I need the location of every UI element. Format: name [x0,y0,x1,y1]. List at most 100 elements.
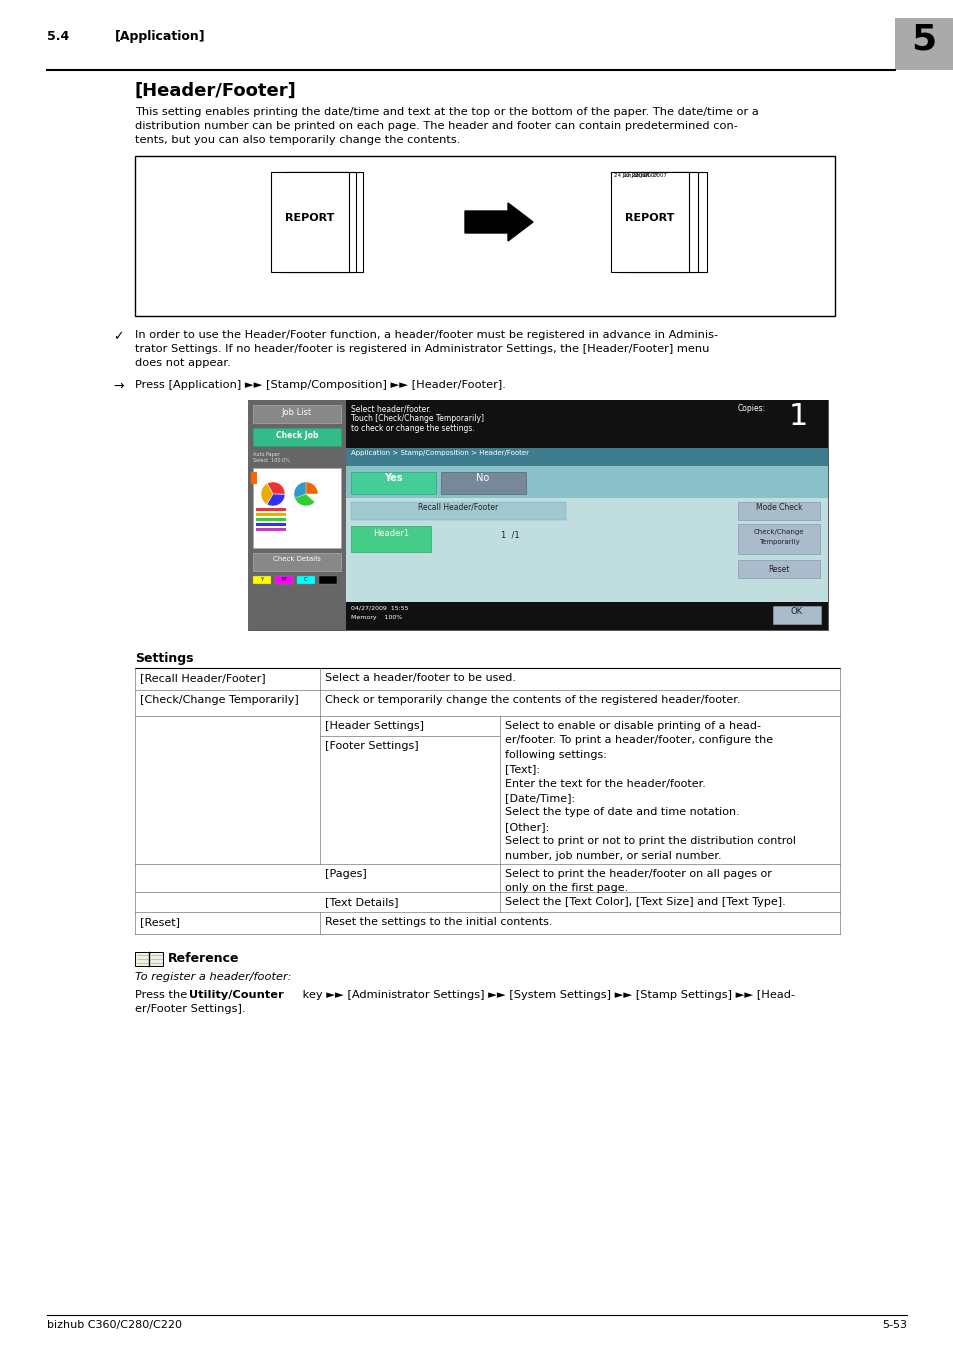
Bar [255,513,286,516]
Text: Yes: Yes [383,472,402,483]
Bar [894,18,953,70]
Text: Select to print the header/footer on all pages or
only on the first page.: Select to print the header/footer on all… [504,869,771,894]
Wedge shape [267,482,285,494]
Text: 5: 5 [910,22,936,55]
Text: [Application]: [Application] [115,30,206,43]
Text: Touch [Check/Change Temporarily]: Touch [Check/Change Temporarily] [351,414,483,423]
Text: 1  /1: 1 /1 [500,531,519,540]
Text: Select to enable or disable printing of a head-
er/footer. To print a header/foo: Select to enable or disable printing of … [504,721,795,860]
Text: tents, but you can also temporarily change the contents.: tents, but you can also temporarily chan… [135,135,460,144]
Bar [738,560,820,578]
Text: Check Job: Check Job [275,431,318,440]
Bar [253,576,271,585]
Text: [Text Details]: [Text Details] [325,896,398,907]
Text: [Header Settings]: [Header Settings] [325,721,423,730]
Text: trator Settings. If no header/footer is registered in Administrator Settings, th: trator Settings. If no header/footer is … [135,344,709,354]
Wedge shape [294,494,314,506]
Text: Auto Paper
Select  100.0%: Auto Paper Select 100.0% [253,452,290,463]
Wedge shape [261,483,273,504]
Bar [285,171,363,271]
Text: 5-53: 5-53 [882,1320,906,1330]
Text: [Check/Change Temporarily]: [Check/Change Temporarily] [140,695,298,705]
Bar [255,522,286,526]
Text: [Recall Header/Footer]: [Recall Header/Footer] [140,674,265,683]
Bar [351,472,436,494]
Wedge shape [300,482,317,494]
Bar [277,171,355,271]
Text: REPORT: REPORT [624,213,674,223]
Text: to check or change the settings.: to check or change the settings. [351,424,475,433]
Bar [738,502,820,520]
Text: key ►► [Administrator Settings] ►► [System Settings] ►► [Stamp Settings] ►► [Hea: key ►► [Administrator Settings] ►► [Syst… [298,990,794,1000]
Text: REPORT: REPORT [285,213,335,223]
Bar [255,518,286,521]
Text: Select the [Text Color], [Text Size] and [Text Type].: Select the [Text Color], [Text Size] and… [504,896,785,907]
Text: [Footer Settings]: [Footer Settings] [325,741,418,751]
Bar [346,602,827,630]
Text: Copies:: Copies: [738,404,765,413]
Bar [318,576,336,585]
Text: M: M [281,576,286,582]
Text: Settings: Settings [135,652,193,666]
Bar [351,526,431,552]
Text: Check Details: Check Details [273,556,320,562]
Text: distribution number can be printed on each page. The header and footer can conta: distribution number can be printed on ea… [135,122,737,131]
Bar [738,524,820,554]
Bar [253,428,340,446]
Text: Memory    100%: Memory 100% [351,616,402,620]
Wedge shape [267,494,285,506]
Text: OK: OK [790,606,802,616]
Text: Job List: Job List [281,408,312,417]
Bar [440,472,525,494]
Text: Press the: Press the [135,990,191,1000]
Text: Recall Header/Footer: Recall Header/Footer [417,502,497,512]
Text: Reset: Reset [767,566,789,574]
Bar [251,472,256,485]
Bar [628,171,706,271]
Text: This setting enables printing the date/time and text at the top or the bottom of: This setting enables printing the date/t… [135,107,758,117]
Text: Utility/Counter: Utility/Counter [189,990,283,1000]
Text: 23 Jan. 2007: 23 Jan. 2007 [631,173,666,178]
Text: Select header/footer.: Select header/footer. [351,404,431,413]
Bar [248,400,827,630]
Text: Press [Application] ►► [Stamp/Composition] ►► [Header/Footer].: Press [Application] ►► [Stamp/Compositio… [135,379,505,390]
Text: K: K [326,576,330,582]
Text: 24 Jan. 2007: 24 Jan. 2007 [614,173,648,178]
Bar [346,466,827,602]
Text: Y: Y [260,576,263,582]
Text: [Header/Footer]: [Header/Footer] [135,82,296,100]
Text: ✓: ✓ [112,329,123,343]
Text: Mode Check: Mode Check [755,502,801,512]
Wedge shape [294,482,306,500]
Text: [Pages]: [Pages] [325,869,366,879]
Text: Check or temporarily change the contents of the registered header/footer.: Check or temporarily change the contents… [325,695,740,705]
Text: Reset the settings to the initial contents.: Reset the settings to the initial conten… [325,917,552,927]
Text: bizhub C360/C280/C220: bizhub C360/C280/C220 [47,1320,182,1330]
Text: er/Footer Settings].: er/Footer Settings]. [135,1004,245,1014]
Bar [296,576,314,585]
Bar [346,400,827,448]
Text: Select a header/footer to be used.: Select a header/footer to be used. [325,674,516,683]
Bar [351,502,565,520]
Text: 04/27/2009  15:55: 04/27/2009 15:55 [351,605,408,610]
Bar [346,498,827,602]
Text: Application > Stamp/Composition > Header/Footer: Application > Stamp/Composition > Header… [351,450,529,456]
Text: 5.4: 5.4 [47,30,70,43]
Bar [149,952,163,967]
Text: 23 Jan. 2007: 23 Jan. 2007 [622,173,658,178]
Text: C: C [304,576,308,582]
Text: To register a header/footer:: To register a header/footer: [135,972,292,981]
Text: Temporarily: Temporarily [758,539,799,545]
Bar [135,157,834,316]
Text: 1: 1 [788,402,807,431]
Bar [271,171,349,271]
Text: [Reset]: [Reset] [140,917,180,927]
Bar [253,405,340,423]
Bar [255,528,286,531]
Text: does not appear.: does not appear. [135,358,231,369]
Bar [255,508,286,512]
Bar [135,952,149,967]
Text: Reference: Reference [168,952,239,965]
Bar [253,554,340,571]
Bar [248,400,346,630]
